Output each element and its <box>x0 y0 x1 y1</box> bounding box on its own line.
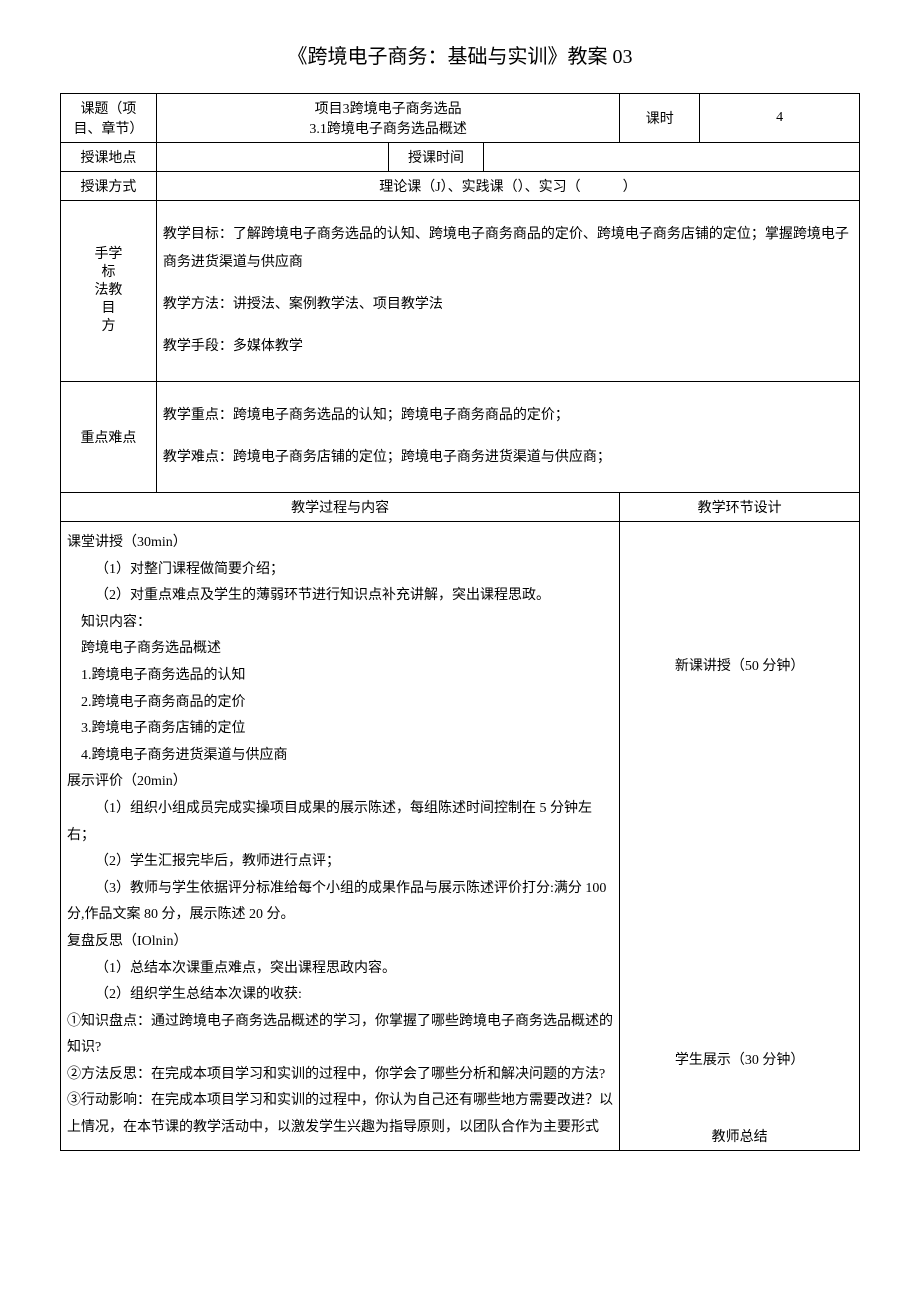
location-label: 授课地点 <box>61 143 157 172</box>
topic-label: 课题（项目、章节） <box>61 94 157 143</box>
time-label: 授课时间 <box>388 143 484 172</box>
body-line: 1.跨境电子商务选品的认知 <box>67 663 613 690</box>
body-line: （2）对重点难点及学生的薄弱环节进行知识点补充讲解，突出课程思政。 <box>67 583 613 610</box>
topic-value: 项目3跨境电子商务选品 3.1跨境电子商务选品概述 <box>156 94 619 143</box>
table-row: 授课地点 授课时间 <box>61 143 860 172</box>
body-line: 跨境电子商务选品概述 <box>67 636 613 663</box>
label-char: 方 <box>67 318 150 336</box>
keypoints-label: 重点难点 <box>61 382 157 493</box>
body-line: （3）教师与学生依据评分标准给每个小组的成果作品与展示陈述评价打分:满分 100 <box>67 876 613 903</box>
body-line: 2.跨境电子商务商品的定价 <box>67 690 613 717</box>
table-row: 重点难点 教学重点：跨境电子商务选品的认知；跨境电子商务商品的定价； 教学难点：… <box>61 382 860 493</box>
location-value <box>156 143 388 172</box>
keypoints-value: 教学重点：跨境电子商务选品的认知；跨境电子商务商品的定价； 教学难点：跨境电子商… <box>156 382 859 493</box>
design-header: 教学环节设计 <box>620 493 860 522</box>
page-title: 《跨境电子商务：基础与实训》教案 03 <box>60 40 860 69</box>
body-line: （1）对整门课程做简要介绍； <box>67 557 613 584</box>
body-line: （2）组织学生总结本次课的收获: <box>67 982 613 1009</box>
body-line: 分,作品文案 80 分，展示陈述 20 分。 <box>67 902 613 929</box>
table-row: 手学 标 法教 目 方 教学目标：了解跨境电子商务选品的认知、跨境电子商务商品的… <box>61 201 860 382</box>
design-seg1: 新课讲授（50 分钟） <box>620 522 860 808</box>
label-char: 手学 <box>67 246 150 264</box>
objectives-label: 手学 标 法教 目 方 <box>61 201 157 382</box>
table-row: 课堂讲授（30min） （1）对整门课程做简要介绍； （2）对重点难点及学生的薄… <box>61 522 860 808</box>
lesson-plan-table: 课题（项目、章节） 项目3跨境电子商务选品 3.1跨境电子商务选品概述 课时 4… <box>60 93 860 1151</box>
body-line: 课堂讲授（30min） <box>67 530 613 557</box>
label-char: 目 <box>67 300 150 318</box>
mode-value: 理论课（J）、实践课（）、实习（ ） <box>156 172 859 201</box>
label-char: 标 <box>67 264 150 282</box>
process-content: 课堂讲授（30min） （1）对整门课程做简要介绍； （2）对重点难点及学生的薄… <box>61 522 620 1151</box>
body-line: 知识内容： <box>67 610 613 637</box>
body-line: ③行动影响：在完成本项目学习和实训的过程中，你认为自己还有哪些地方需要改进？以上… <box>67 1088 613 1141</box>
table-row: 授课方式 理论课（J）、实践课（）、实习（ ） <box>61 172 860 201</box>
body-line: 展示评价（20min） <box>67 769 613 796</box>
body-line: 复盘反思（IOlnin） <box>67 929 613 956</box>
topic-line1: 项目3跨境电子商务选品 <box>163 98 613 118</box>
hours-label: 课时 <box>620 94 700 143</box>
table-row: 课题（项目、章节） 项目3跨境电子商务选品 3.1跨境电子商务选品概述 课时 4 <box>61 94 860 143</box>
objectives-value: 教学目标：了解跨境电子商务选品的认知、跨境电子商务商品的定价、跨境电子商务店铺的… <box>156 201 859 382</box>
label-char: 法教 <box>67 282 150 300</box>
obj-line: 教学方法：讲授法、案例教学法、项目教学法 <box>163 291 853 319</box>
time-value <box>484 143 860 172</box>
body-line: 3.跨境电子商务店铺的定位 <box>67 716 613 743</box>
body-line: （2）学生汇报完毕后，教师进行点评； <box>67 849 613 876</box>
process-header: 教学过程与内容 <box>61 493 620 522</box>
body-line: 4.跨境电子商务进货渠道与供应商 <box>67 743 613 770</box>
design-seg2: 学生展示（30 分钟） <box>620 807 860 1098</box>
body-line: ②方法反思：在完成本项目学习和实训的过程中，你学会了哪些分析和解决问题的方法? <box>67 1062 613 1089</box>
body-line: （1）总结本次课重点难点，突出课程思政内容。 <box>67 956 613 983</box>
design-seg3: 教师总结 <box>620 1099 860 1151</box>
obj-line: 教学手段：多媒体教学 <box>163 333 853 361</box>
table-row: 教学过程与内容 教学环节设计 <box>61 493 860 522</box>
kp-line: 教学难点：跨境电子商务店铺的定位；跨境电子商务进货渠道与供应商； <box>163 444 853 472</box>
kp-line: 教学重点：跨境电子商务选品的认知；跨境电子商务商品的定价； <box>163 402 853 430</box>
topic-line2: 3.1跨境电子商务选品概述 <box>163 118 613 138</box>
mode-label: 授课方式 <box>61 172 157 201</box>
obj-line: 教学目标：了解跨境电子商务选品的认知、跨境电子商务商品的定价、跨境电子商务店铺的… <box>163 221 853 277</box>
body-line: ①知识盘点：通过跨境电子商务选品概述的学习，你掌握了哪些跨境电子商务选品概述的知… <box>67 1009 613 1062</box>
hours-value: 4 <box>700 94 860 143</box>
body-line: （1）组织小组成员完成实操项目成果的展示陈述，每组陈述时间控制在 5 分钟左右； <box>67 796 613 849</box>
